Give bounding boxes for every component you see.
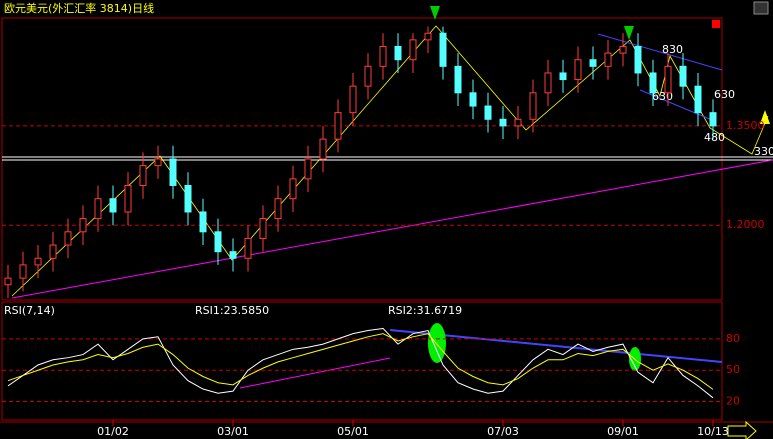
x-tick-label: 07/03: [487, 425, 519, 438]
candle-body: [19, 264, 27, 279]
candle-body: [49, 244, 57, 259]
y-tick-label: 80: [726, 332, 740, 345]
x-tick-label: 09/01: [607, 425, 639, 438]
y-tick-label: 1.2000: [726, 218, 765, 231]
y-tick-label: 20: [726, 395, 740, 408]
candle-body: [694, 85, 702, 114]
candle-body: [439, 32, 447, 67]
rsi-title: RSI(7,14): [4, 304, 55, 317]
scroll-arrow[interactable]: [727, 420, 757, 439]
legend-entry: RSI2:31.6719: [388, 304, 462, 317]
x-tick-label: 01/02: [97, 425, 129, 438]
candle-body: [304, 158, 312, 180]
annotation: 480: [704, 131, 725, 144]
x-tick-label: 05/01: [337, 425, 369, 438]
x-tick-label: 03/01: [217, 425, 249, 438]
channel-line: [597, 33, 723, 71]
candle-body: [109, 198, 117, 213]
rsi-line: [7, 327, 714, 399]
candle-body: [79, 218, 87, 233]
candle-body: [574, 59, 582, 81]
candle-body: [529, 92, 537, 120]
candle-body: [454, 65, 462, 94]
trend-line: [11, 159, 773, 299]
arrow: [430, 6, 440, 20]
chart-title: 欧元美元(外汇汇率 3814)日线: [4, 1, 154, 15]
candle-body: [124, 184, 132, 213]
candle-body: [379, 45, 387, 67]
candle-body: [394, 45, 402, 61]
candle-body: [649, 72, 657, 94]
candle-body: [139, 165, 147, 186]
candle-body: [604, 52, 612, 67]
rsi-frame: [1, 301, 723, 421]
marker: [712, 20, 720, 28]
candle-body: [244, 237, 252, 259]
candle-body: [499, 118, 507, 127]
candle-body: [619, 45, 627, 54]
candle-body: [709, 112, 717, 127]
candle-body: [589, 59, 597, 67]
candle-body: [409, 39, 417, 61]
candle-body: [424, 32, 432, 41]
candle-body: [64, 231, 72, 246]
candle-body: [199, 211, 207, 233]
annotation: 830: [662, 43, 683, 56]
scroll-button[interactable]: [753, 1, 769, 15]
candle-body: [94, 198, 102, 220]
candle-body: [559, 72, 567, 81]
candle-body: [289, 178, 297, 200]
highlight: [428, 323, 446, 363]
candle-body: [544, 72, 552, 94]
candle-body: [4, 277, 12, 286]
candle-body: [229, 251, 237, 259]
arrow: [624, 26, 634, 40]
candle-body: [349, 85, 357, 114]
rsi-line: [7, 333, 714, 390]
candle-body: [274, 198, 282, 220]
candle-body: [184, 184, 192, 213]
candle-body: [334, 112, 342, 140]
annotation: 630: [714, 88, 735, 101]
candle-body: [214, 231, 222, 253]
x-tick-label: 10/13: [697, 425, 729, 438]
arrow: [760, 110, 770, 124]
y-tick-label: 50: [726, 363, 740, 376]
channel-line: [639, 89, 713, 121]
y-tick-label: 1.3500: [726, 119, 765, 132]
candle-body: [169, 158, 177, 186]
candle-body: [664, 65, 672, 94]
legend-entry: RSI1:23.5850: [195, 304, 269, 317]
rsi-trend: [239, 357, 391, 389]
candle-body: [364, 65, 372, 87]
wave-line: [11, 25, 769, 297]
rsi-trend: [389, 329, 723, 363]
candle-body: [469, 92, 477, 107]
candle-body: [319, 138, 327, 160]
annotation: 330: [754, 145, 773, 158]
candle-body: [484, 105, 492, 120]
candle-body: [34, 257, 42, 266]
candle-body: [679, 65, 687, 87]
candle-body: [514, 118, 522, 127]
candle-body: [259, 218, 267, 239]
main-frame: [1, 17, 723, 301]
candle-body: [634, 45, 642, 74]
candle-body: [154, 158, 162, 167]
